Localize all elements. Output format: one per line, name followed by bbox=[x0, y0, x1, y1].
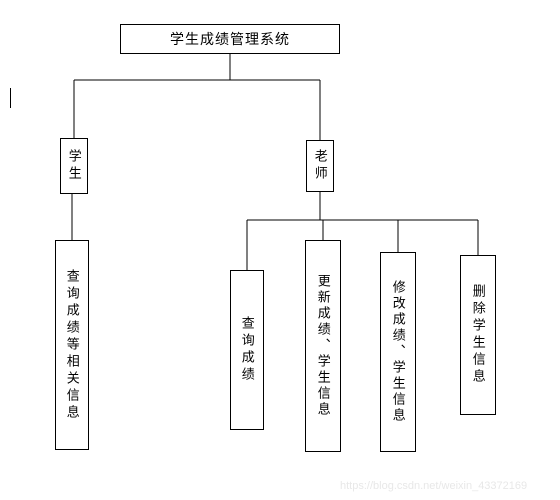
node-teacher-delete: 删除学生信息 bbox=[460, 255, 496, 415]
node-student-label: 学生 bbox=[66, 149, 82, 183]
node-teacher-modify: 修改成绩、学生信息 bbox=[380, 252, 416, 452]
node-teacher-update-label: 更新成绩、学生信息 bbox=[315, 274, 331, 418]
node-root-label: 学生成绩管理系统 bbox=[170, 29, 290, 49]
node-root: 学生成绩管理系统 bbox=[120, 24, 340, 54]
node-teacher-update: 更新成绩、学生信息 bbox=[305, 240, 341, 452]
node-student-query-label: 查询成绩等相关信息 bbox=[64, 269, 80, 422]
node-teacher-query-label: 查询成绩 bbox=[239, 316, 255, 384]
node-teacher-delete-label: 删除学生信息 bbox=[470, 284, 486, 386]
node-student-query: 查询成绩等相关信息 bbox=[55, 240, 89, 450]
node-student: 学生 bbox=[60, 138, 88, 194]
text-cursor bbox=[10, 88, 11, 108]
node-teacher-modify-label: 修改成绩、学生信息 bbox=[390, 280, 406, 424]
watermark-text: https://blog.csdn.net/weixin_43372169 bbox=[340, 480, 527, 492]
node-teacher-label: 老师 bbox=[312, 149, 328, 183]
node-teacher: 老师 bbox=[306, 140, 334, 192]
node-teacher-query: 查询成绩 bbox=[230, 270, 264, 430]
